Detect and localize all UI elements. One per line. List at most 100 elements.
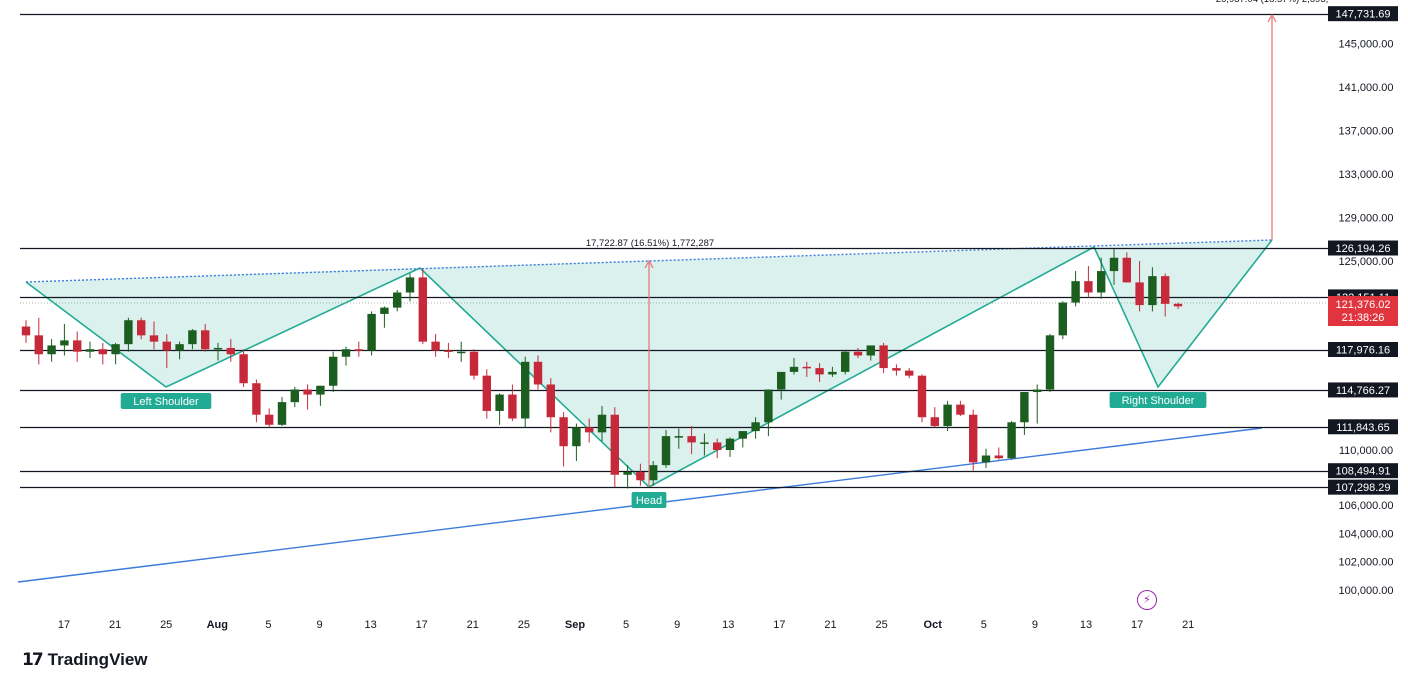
measure-label-top: 26,937.04 (18.57%) 2,693,: [1216, 0, 1329, 5]
y-tick-label: 106,000.00: [1338, 500, 1393, 512]
candle-body: [98, 349, 107, 355]
price-label: 111,843.65: [1336, 422, 1389, 434]
candle-body: [1173, 303, 1183, 307]
y-tick-label: 145,000.00: [1338, 38, 1393, 50]
x-tick-label: 25: [518, 619, 530, 631]
lightning-icon[interactable]: ⚡: [1137, 590, 1157, 610]
time-axis: 17 21 25 Aug 5 9 13 17 21 25 Sep 5 9 13 17 21 25 Oct 5 9 13 1…: [58, 619, 1194, 631]
candle-body: [444, 350, 453, 352]
price-label: 114,766.27: [1336, 385, 1390, 397]
candle-body: [431, 341, 440, 351]
x-tick-label: 17: [1131, 619, 1143, 631]
candle-body: [661, 436, 671, 466]
candle-body: [60, 340, 69, 346]
candle-body: [457, 351, 466, 354]
candle-body: [1135, 282, 1144, 306]
candle-body: [687, 436, 696, 443]
candle-body: [34, 335, 43, 355]
candle-body: [124, 320, 133, 345]
price-label: 107,298.29: [1335, 482, 1390, 494]
candle-body: [994, 455, 1003, 459]
measure-label: 17,722.87 (16.51%) 1,772,287: [586, 238, 714, 249]
candle-body: [239, 354, 248, 384]
price-label: 117,976.16: [1336, 345, 1390, 357]
candle-body: [649, 465, 658, 481]
x-tick-label: 13: [364, 619, 376, 631]
candle-body: [290, 389, 299, 403]
candle-body: [572, 427, 581, 447]
candle-body: [956, 404, 965, 415]
left-shoulder-area: [26, 268, 420, 387]
candle-body: [162, 341, 171, 351]
candle-body: [879, 345, 888, 369]
x-tick-label: 5: [981, 619, 987, 631]
y-tick-label: 104,000.00: [1338, 528, 1393, 540]
candle-body: [85, 349, 95, 352]
candle-body: [930, 417, 939, 427]
candle-body: [508, 394, 517, 419]
candle-body: [469, 351, 479, 376]
x-tick-label: Aug: [207, 619, 228, 631]
y-tick-label: 102,000.00: [1338, 557, 1393, 569]
x-tick-label: 17: [416, 619, 428, 631]
right-shoulder-label: Right Shoulder: [1122, 395, 1195, 407]
price-label: 147,731.69: [1335, 9, 1390, 21]
candle-body: [111, 344, 120, 355]
candle-body: [482, 375, 491, 411]
candle-body: [623, 472, 632, 475]
candle-body: [828, 371, 837, 375]
candle-body: [751, 422, 760, 432]
candle-body: [777, 371, 786, 390]
candle-body: [610, 414, 619, 475]
candle-body: [905, 370, 914, 376]
current-price-badge: [1328, 296, 1398, 326]
candle-body: [226, 347, 235, 355]
x-tick-label: 13: [722, 619, 734, 631]
candle-body: [674, 436, 683, 438]
x-tick-label: 21: [467, 619, 479, 631]
candle-body: [981, 455, 991, 463]
x-tick-label: 5: [623, 619, 629, 631]
head-label-bg: [631, 492, 667, 508]
y-tick-label: 125,000.00: [1338, 256, 1393, 268]
candle-body: [892, 368, 901, 371]
tradingview-logo-icon: 17: [22, 650, 44, 670]
candle-body: [277, 402, 287, 425]
candle-body: [47, 345, 56, 355]
x-tick-label: Oct: [924, 619, 943, 631]
candle-body: [1109, 257, 1119, 272]
price-labels: 147,731.69126,194.26122,151.11117,976.16…: [1328, 6, 1398, 495]
candle-body: [341, 349, 351, 357]
candle-body: [380, 307, 389, 314]
candle-body: [303, 389, 312, 395]
candle-body: [943, 404, 952, 427]
head-label: Head: [636, 495, 662, 507]
candle-body: [1007, 422, 1016, 459]
candle-body: [533, 361, 543, 385]
y-tick-label: 141,000.00: [1338, 82, 1393, 94]
candle-body: [405, 277, 415, 293]
candle-body: [1148, 276, 1157, 306]
candle-body: [636, 472, 645, 481]
candle-body: [866, 345, 875, 356]
candle-body: [841, 351, 850, 372]
candle-body: [188, 330, 197, 345]
candle-body: [1058, 302, 1067, 336]
candle-body: [137, 320, 146, 336]
candle-body: [713, 442, 722, 450]
candle-body: [969, 414, 978, 463]
candle-body: [1020, 392, 1029, 423]
candle-body: [175, 344, 184, 351]
candle-body: [597, 414, 607, 433]
candle-body: [764, 389, 773, 423]
candle-body: [252, 383, 261, 415]
tradingview-brand: TradingView: [47, 650, 148, 669]
pattern-annotations: Left Shoulder Head Right Shoulder: [120, 392, 1207, 508]
x-tick-label: 13: [1080, 619, 1092, 631]
candle-body: [149, 335, 159, 342]
countdown-timer: 21:38:26: [1342, 312, 1385, 324]
x-tick-label: 25: [875, 619, 887, 631]
price-label-bg: [1328, 6, 1398, 22]
candle-body: [521, 361, 530, 419]
